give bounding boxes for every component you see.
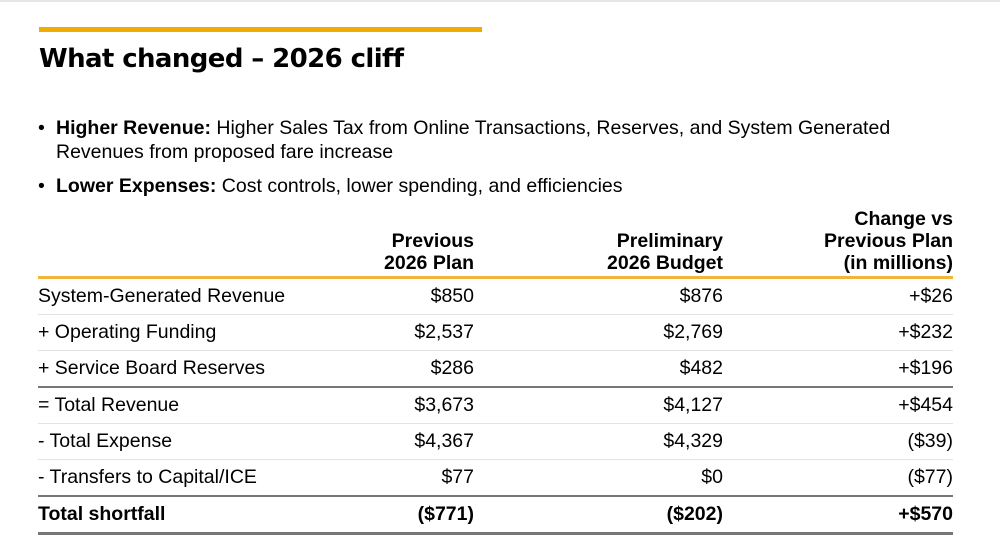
bullet-lower-expenses: • Lower Expenses: Cost controls, lower s… bbox=[38, 174, 978, 198]
row-label: + Operating Funding bbox=[38, 314, 298, 351]
table-row: System-Generated Revenue $850 $876 +$26 bbox=[38, 277, 953, 315]
header-change: Change vs Previous Plan (in millions) bbox=[723, 208, 953, 279]
change-value: +$232 bbox=[723, 314, 953, 351]
table-row-total-revenue: = Total Revenue $3,673 $4,127 +$454 bbox=[38, 387, 953, 424]
previous-value: $850 bbox=[298, 277, 474, 315]
previous-value: $3,673 bbox=[298, 387, 474, 424]
row-label: - Transfers to Capital/ICE bbox=[38, 459, 298, 497]
row-label: Total shortfall bbox=[38, 496, 298, 535]
preliminary-value: $2,769 bbox=[474, 314, 723, 351]
previous-value: $2,537 bbox=[298, 314, 474, 351]
header-line: 2026 Plan bbox=[384, 252, 474, 274]
previous-value: $4,367 bbox=[298, 423, 474, 460]
bullet-text: Higher Sales Tax from Online Transaction… bbox=[56, 117, 891, 163]
header-line: 2026 Budget bbox=[607, 252, 723, 274]
table-row: - Total Expense $4,367 $4,329 ($39) bbox=[38, 423, 953, 460]
bullet-lead: Higher Revenue: bbox=[56, 117, 211, 139]
preliminary-value: $876 bbox=[474, 277, 723, 315]
change-value: +$570 bbox=[723, 496, 953, 535]
row-label: - Total Expense bbox=[38, 423, 298, 460]
row-label: + Service Board Reserves bbox=[38, 350, 298, 388]
bullet-marker: • bbox=[38, 117, 45, 139]
table-header-row: Previous 2026 Plan Preliminary 2026 Budg… bbox=[38, 208, 953, 279]
header-line: (in millions) bbox=[843, 252, 953, 274]
bullet-higher-revenue: • Higher Revenue: Higher Sales Tax from … bbox=[38, 116, 978, 164]
budget-comparison-table: Previous 2026 Plan Preliminary 2026 Budg… bbox=[38, 208, 953, 535]
previous-value: $286 bbox=[298, 350, 474, 388]
header-line: Change vs bbox=[854, 208, 953, 230]
slide-title: What changed – 2026 cliff bbox=[39, 44, 404, 74]
change-value: +$454 bbox=[723, 387, 953, 424]
bullet-marker: • bbox=[38, 175, 45, 197]
title-accent-bar bbox=[39, 27, 482, 32]
preliminary-value: $4,329 bbox=[474, 423, 723, 460]
header-line: Previous bbox=[391, 230, 474, 252]
change-value: +$196 bbox=[723, 350, 953, 388]
change-value: +$26 bbox=[723, 277, 953, 315]
top-edge-divider bbox=[0, 0, 1000, 2]
preliminary-value: $0 bbox=[474, 459, 723, 497]
preliminary-value: ($202) bbox=[474, 496, 723, 535]
table-row: + Operating Funding $2,537 $2,769 +$232 bbox=[38, 314, 953, 351]
table-row: - Transfers to Capital/ICE $77 $0 ($77) bbox=[38, 459, 953, 497]
bullet-list: • Higher Revenue: Higher Sales Tax from … bbox=[38, 116, 978, 208]
header-line: Previous Plan bbox=[824, 230, 953, 252]
table-row-total-shortfall: Total shortfall ($771) ($202) +$570 bbox=[38, 496, 953, 535]
row-label: System-Generated Revenue bbox=[38, 277, 298, 315]
table-row: + Service Board Reserves $286 $482 +$196 bbox=[38, 350, 953, 388]
row-label: = Total Revenue bbox=[38, 387, 298, 424]
preliminary-value: $4,127 bbox=[474, 387, 723, 424]
bullet-lead: Lower Expenses: bbox=[56, 175, 217, 197]
previous-value: ($771) bbox=[298, 496, 474, 535]
previous-value: $77 bbox=[298, 459, 474, 497]
header-label bbox=[38, 208, 298, 279]
change-value: ($39) bbox=[723, 423, 953, 460]
header-previous-plan: Previous 2026 Plan bbox=[298, 208, 474, 279]
preliminary-value: $482 bbox=[474, 350, 723, 388]
change-value: ($77) bbox=[723, 459, 953, 497]
header-preliminary-budget: Preliminary 2026 Budget bbox=[474, 208, 723, 279]
header-line: Preliminary bbox=[616, 230, 723, 252]
bullet-text: Cost controls, lower spending, and effic… bbox=[216, 175, 623, 197]
